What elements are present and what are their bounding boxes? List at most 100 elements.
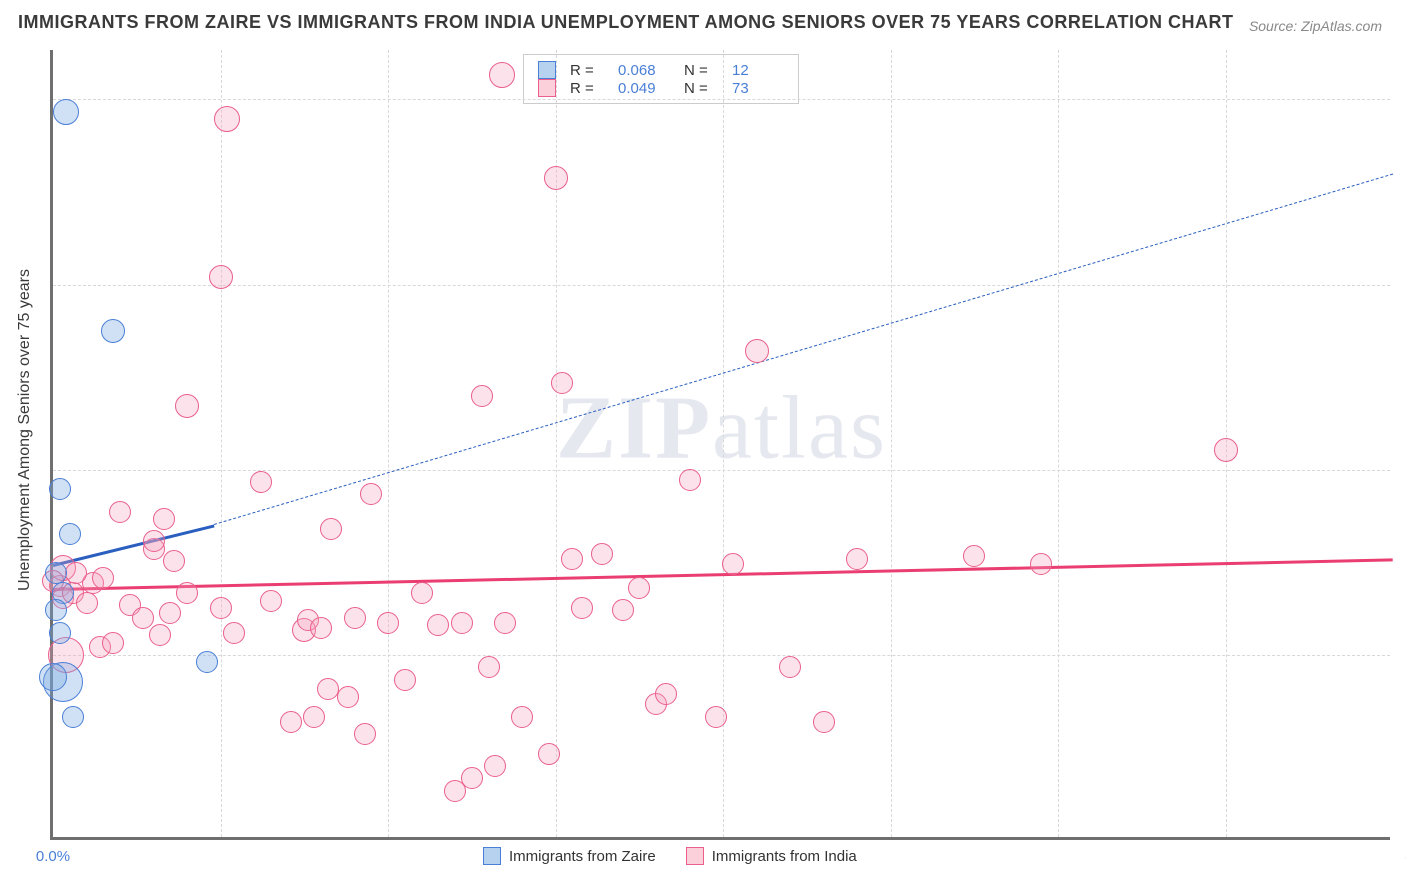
data-point-india [280,711,302,733]
legend-swatch [686,847,704,865]
data-point-india [411,582,433,604]
data-point-india [478,656,500,678]
data-point-india [354,723,376,745]
legend-swatch [483,847,501,865]
data-point-india [484,755,506,777]
gridline-h [53,99,1390,100]
data-point-india [963,545,985,567]
data-point-zaire [49,622,71,644]
data-point-india [813,711,835,733]
legend-n-label: N = [684,62,718,79]
data-point-india [149,624,171,646]
data-point-india [209,265,233,289]
gridline-h [53,285,1390,286]
data-point-india [628,577,650,599]
data-point-india [591,543,613,565]
legend-r-label: R = [570,80,604,97]
data-point-india [163,550,185,572]
data-point-zaire [49,478,71,500]
legend-n-label: N = [684,80,718,97]
data-point-zaire [59,523,81,545]
data-point-india [159,602,181,624]
data-point-india [679,469,701,491]
data-point-india [571,597,593,619]
data-point-india [109,501,131,523]
data-point-india [303,706,325,728]
data-point-india [394,669,416,691]
legend-n-value: 73 [732,80,784,97]
data-point-india [655,683,677,705]
gridline-v [1058,50,1059,837]
data-point-india [65,562,87,584]
gridline-h [53,655,1390,656]
data-point-india [250,471,272,493]
data-point-zaire [62,706,84,728]
data-point-india [344,607,366,629]
data-point-india [745,339,769,363]
data-point-india [471,385,493,407]
legend-r-value: 0.049 [618,80,670,97]
x-tick-label: 0.0% [36,848,70,865]
data-point-india [427,614,449,636]
data-point-india [143,530,165,552]
data-point-india [1214,438,1238,462]
data-point-india [377,612,399,634]
correlation-legend: R = 0.068 N = 12 R = 0.049 N = 73 [523,54,799,104]
data-point-zaire [45,562,67,584]
data-point-india [779,656,801,678]
legend-item: Immigrants from Zaire [483,847,656,865]
data-point-india [551,372,573,394]
legend-swatch [538,79,556,97]
data-point-india [511,706,533,728]
data-point-india [260,590,282,612]
y-axis-label: Unemployment Among Seniors over 75 years [16,269,34,591]
data-point-india [102,632,124,654]
data-point-india [705,706,727,728]
data-point-india [538,743,560,765]
data-point-india [1030,553,1052,575]
legend-r-value: 0.068 [618,62,670,79]
data-point-india [612,599,634,621]
legend-row: R = 0.068 N = 12 [538,61,784,79]
data-point-zaire [39,663,67,691]
legend-label: Immigrants from India [712,848,857,865]
data-point-india [489,62,515,88]
legend-item: Immigrants from India [686,847,857,865]
legend-n-value: 12 [732,62,784,79]
legend-row: R = 0.049 N = 73 [538,79,784,97]
trend-line [214,173,1393,525]
data-point-india [92,567,114,589]
source-label: Source: ZipAtlas.com [1249,18,1382,34]
data-point-india [544,166,568,190]
data-point-india [494,612,516,634]
gridline-v [388,50,389,837]
legend-r-label: R = [570,62,604,79]
chart-title: IMMIGRANTS FROM ZAIRE VS IMMIGRANTS FROM… [18,12,1234,33]
data-point-india [76,592,98,614]
gridline-v [891,50,892,837]
legend-label: Immigrants from Zaire [509,848,656,865]
watermark-bold: ZIP [556,378,712,477]
data-point-zaire [45,599,67,621]
data-point-zaire [196,651,218,673]
data-point-india [320,518,342,540]
data-point-india [451,612,473,634]
series-legend: Immigrants from Zaire Immigrants from Ind… [483,847,857,865]
data-point-india [561,548,583,570]
data-point-india [175,394,199,418]
data-point-india [132,607,154,629]
gridline-h [53,470,1390,471]
data-point-india [337,686,359,708]
watermark-thin: atlas [712,378,887,477]
legend-swatch [538,61,556,79]
data-point-india [223,622,245,644]
data-point-zaire [101,319,125,343]
gridline-v [221,50,222,837]
watermark: ZIPatlas [556,376,887,479]
data-point-india [317,678,339,700]
data-point-india [846,548,868,570]
data-point-india [722,553,744,575]
data-point-india [214,106,240,132]
data-point-india [461,767,483,789]
data-point-india [360,483,382,505]
